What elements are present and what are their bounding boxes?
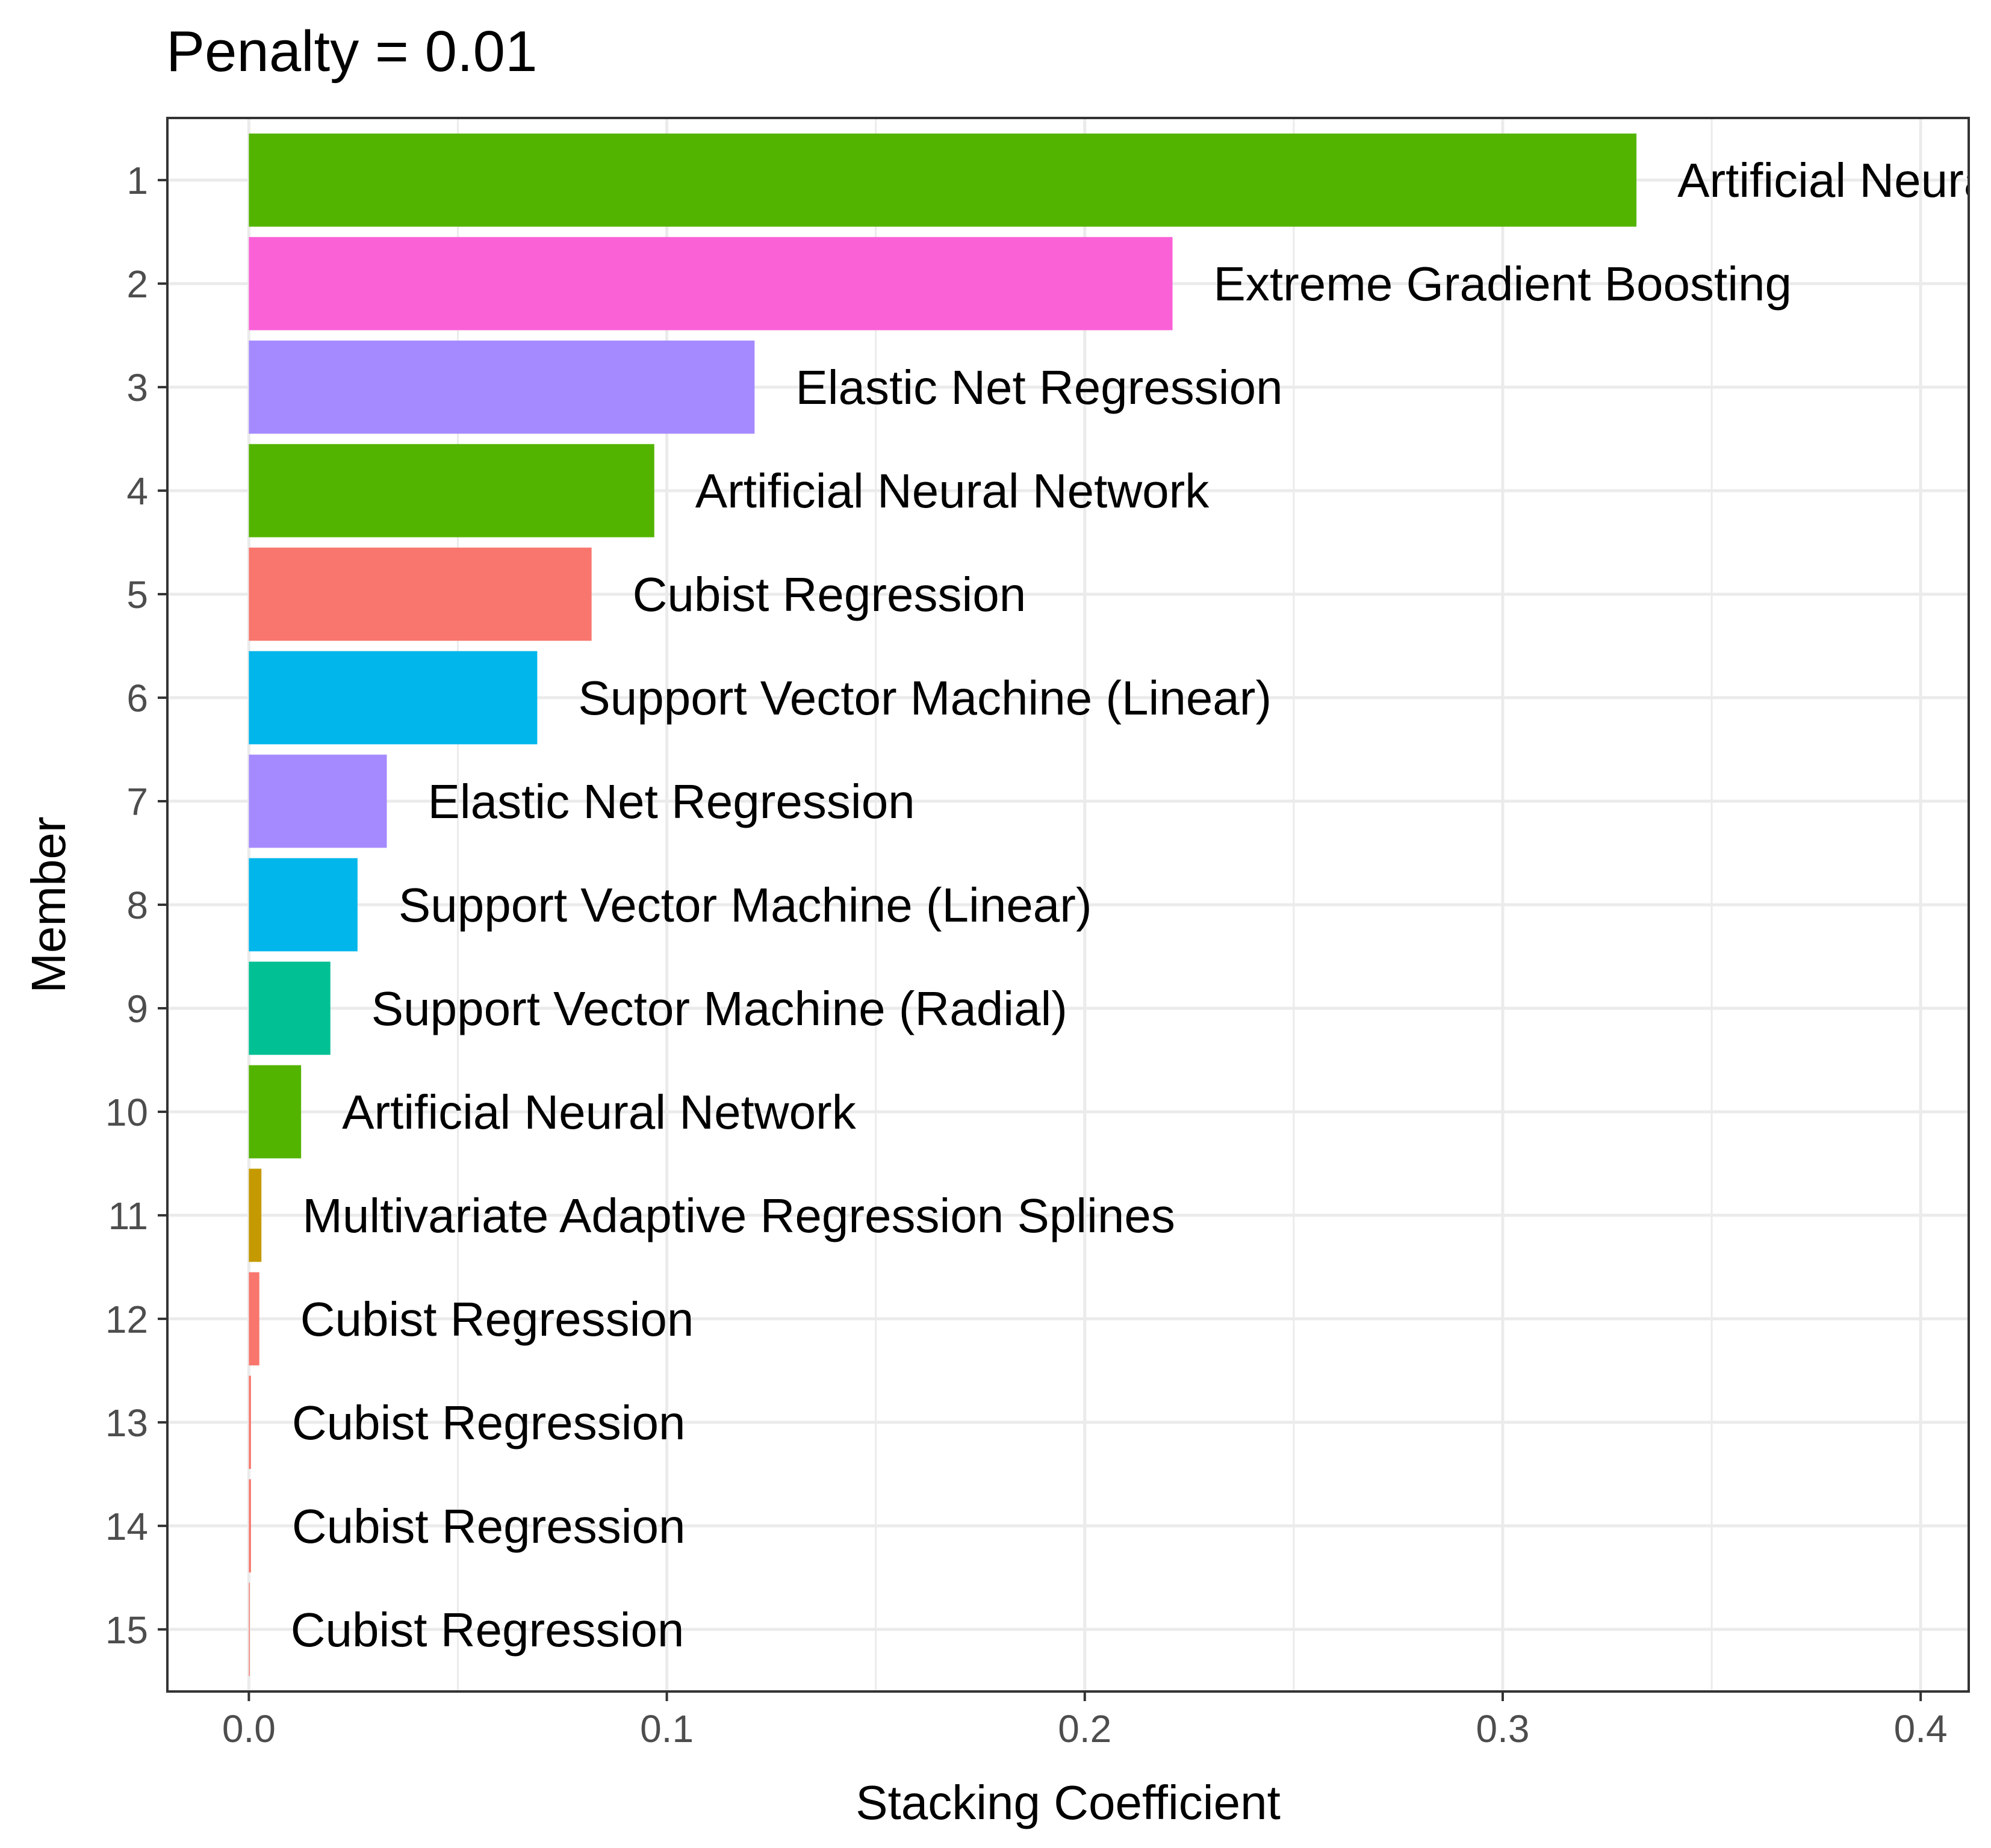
bar-label: Extreme Gradient Boosting [1214,257,1792,311]
bars [249,133,1637,1676]
x-tick-label: 0.4 [1894,1707,1948,1750]
y-tick-label: 12 [105,1298,148,1341]
y-tick-label: 7 [126,780,148,823]
bar-label: Elastic Net Regression [427,775,915,828]
bar [249,754,387,848]
bar [249,444,654,538]
y-tick-label: 3 [126,366,148,409]
y-tick-label: 4 [126,470,148,513]
bar-label: Artificial Neural Network [1677,153,1991,207]
x-axis-label: Stacking Coefficient [856,1776,1281,1829]
y-tick-label: 9 [126,987,148,1031]
bar-label: Cubist Regression [292,1396,686,1450]
bar-label: Cubist Regression [292,1499,686,1553]
y-tick-label: 8 [126,884,148,927]
y-tick-label: 15 [105,1608,148,1652]
bar [249,340,755,434]
x-axis: 0.0 0.1 0.2 0.3 0.4 [222,1691,1948,1750]
bar [249,1272,259,1366]
bar-label: Cubist Regression [291,1603,685,1657]
bar [249,237,1173,330]
y-tick-label: 11 [108,1194,148,1238]
bar-label: Support Vector Machine (Linear) [578,671,1272,725]
bar-label: Artificial Neural Network [695,464,1210,518]
bar [249,547,592,641]
x-tick-label: 0.3 [1476,1707,1529,1750]
y-axis-label: Member [22,816,75,993]
y-tick-label: 1 [126,159,148,202]
x-tick-label: 0.0 [222,1707,276,1750]
y-tick-label: 14 [105,1505,148,1548]
bar [249,1065,302,1159]
bar-label: Elastic Net Regression [795,361,1282,414]
chart-title: Penalty = 0.01 [166,19,537,84]
x-tick-label: 0.1 [640,1707,694,1750]
y-tick-label: 5 [126,573,148,616]
bar [249,961,331,1055]
bar-label: Cubist Regression [633,568,1027,621]
bar [249,858,358,952]
bar [249,1375,251,1469]
bar-labels: Artificial Neural Network Extreme Gradien… [291,153,1991,1657]
bar [249,133,1637,227]
y-tick-label: 2 [126,262,148,306]
bar [249,651,538,745]
bar [249,1479,251,1573]
bar-label: Support Vector Machine (Linear) [399,878,1092,932]
x-tick-label: 0.2 [1058,1707,1111,1750]
y-tick-label: 13 [105,1401,148,1445]
bar-label: Artificial Neural Network [342,1085,857,1139]
y-tick-label: 10 [105,1091,148,1134]
bar-label: Support Vector Machine (Radial) [371,982,1067,1035]
bar-label: Cubist Regression [300,1292,694,1346]
y-tick-label: 6 [126,677,148,720]
bar-label: Multivariate Adaptive Regression Splines [302,1189,1175,1242]
bar [249,1168,262,1262]
